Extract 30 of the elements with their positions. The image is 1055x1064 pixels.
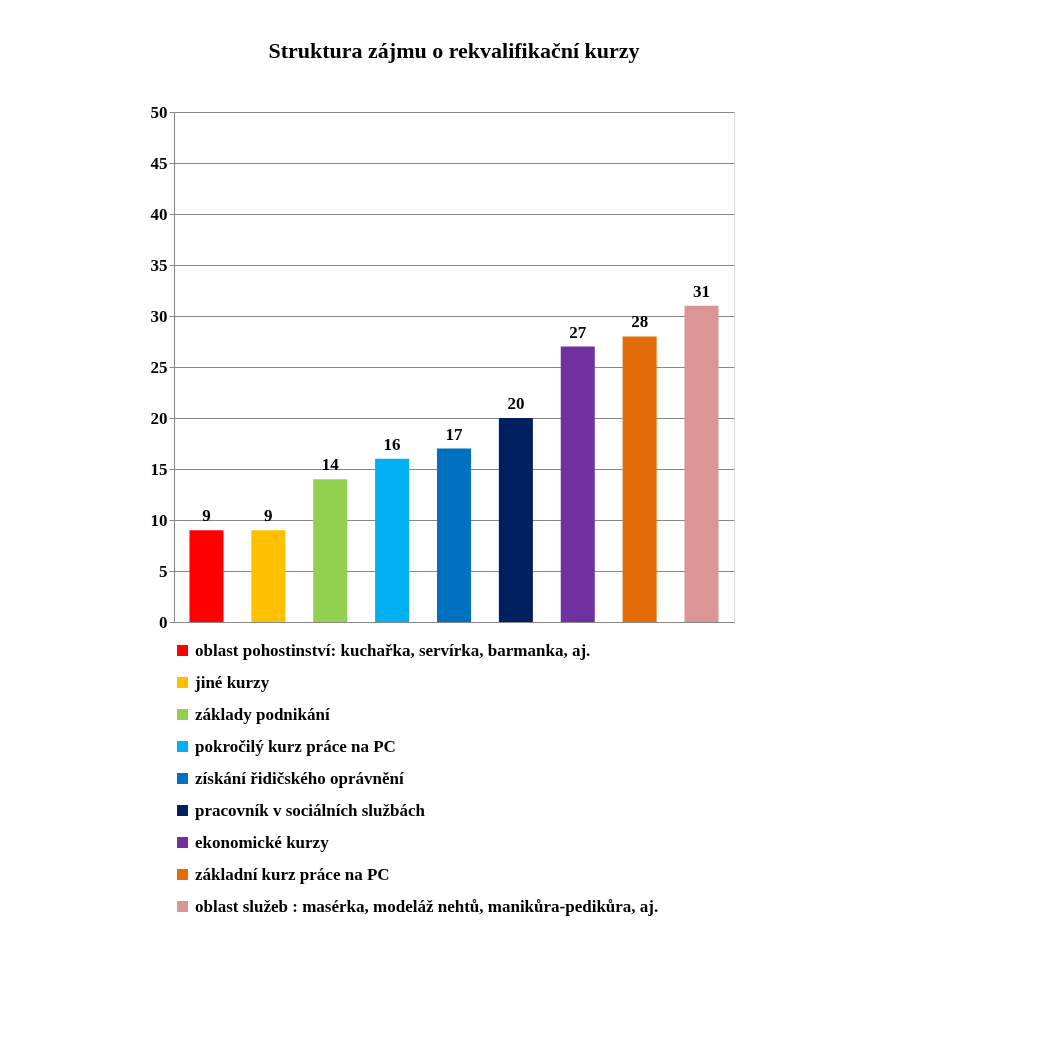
legend-label: pokročilý kurz práce na PC [195,736,396,756]
data-label: 28 [631,312,649,332]
y-tick-label: 25 [150,357,168,377]
y-tick-label: 10 [150,510,168,530]
data-label: 20 [507,394,525,413]
y-tick-label: 50 [150,102,168,122]
data-label: 14 [321,455,340,475]
data-label: 31 [693,281,711,301]
data-label: 16 [383,434,401,454]
legend-label: ekonomické kurzy [195,832,330,852]
legend-label: oblast pohostinství: kuchařka, servírka, barmanka, aj. [195,640,591,660]
legend-label: oblast služeb : masérka, modeláž nehtů, manikůra-pedikůra, aj. [195,896,659,916]
y-tick-label: 5 [159,561,168,581]
y-tick-label: 30 [150,306,168,326]
legend-label: jiné kurzy [194,672,270,692]
legend-label: základy podnikání [195,704,330,724]
chart-title: Struktura zájmu o rekvalifikační kurzy [268,38,640,63]
y-tick-label: 15 [150,459,168,479]
data-label: 17 [445,424,463,444]
y-tick-label: 45 [150,153,168,173]
y-tick-label: 0 [159,612,168,632]
y-tick-label: 20 [150,408,168,428]
y-tick-label: 35 [150,255,168,275]
data-label: 27 [569,322,587,342]
data-label: 9 [264,506,273,526]
y-tick-label: 40 [150,204,168,224]
data-label: 9 [202,506,211,526]
legend-label: získání řidičského oprávnění [195,768,405,788]
legend-label: pracovník v sociálních službách [195,800,426,820]
legend-label: základní kurz práce na PC [195,864,390,884]
